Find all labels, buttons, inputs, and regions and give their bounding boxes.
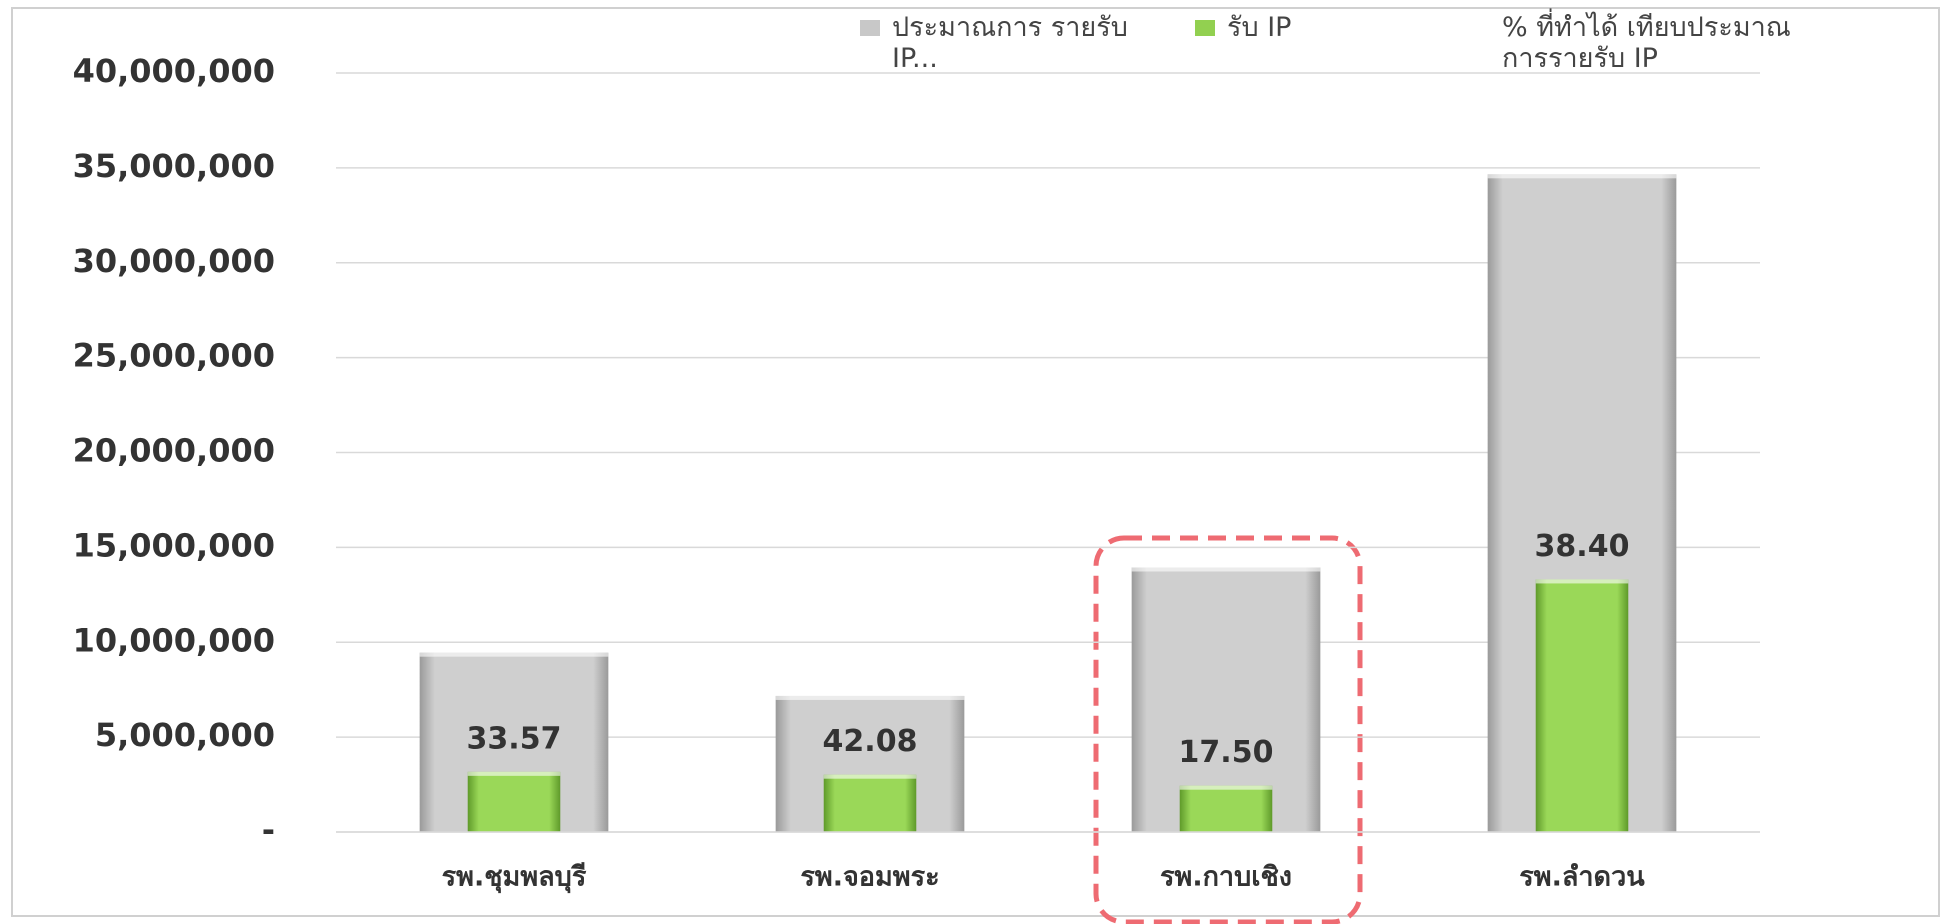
data-label: 38.40: [1535, 529, 1630, 564]
y-tick-label: 15,000,000: [73, 526, 275, 564]
legend-item: รับ IP: [1195, 12, 1517, 43]
bar: [823, 774, 917, 832]
bar-top: [823, 774, 917, 779]
bar: [467, 771, 561, 832]
x-tick-label: รพ.กาบเชิง: [1160, 862, 1292, 893]
x-tick-label: รพ.จอมพระ: [800, 862, 939, 893]
highlight-box: [1093, 535, 1363, 924]
bar-top: [467, 771, 561, 776]
legend-swatch: [860, 20, 880, 36]
y-tick-label: 20,000,000: [73, 432, 275, 470]
legend-swatch: [1195, 20, 1215, 36]
bar-top: [1535, 579, 1629, 584]
bar-top: [1131, 567, 1321, 572]
data-label: 33.57: [467, 721, 562, 756]
legend-item: ประมาณการ รายรับ IP...: [860, 12, 1182, 74]
x-tick-label: รพ.ลำดวน: [1519, 862, 1645, 893]
chart-frame: [11, 7, 1940, 917]
bar: [1179, 785, 1273, 832]
y-tick-label: 40,000,000: [73, 52, 275, 90]
x-tick-label: รพ.ชุมพลบุรี: [442, 862, 587, 894]
legend-label: รับ IP: [1227, 12, 1292, 43]
bar-top: [419, 652, 609, 657]
bar-top: [1487, 174, 1677, 179]
y-tick-label: 30,000,000: [73, 242, 275, 280]
data-label: 17.50: [1179, 735, 1274, 770]
data-label: 42.08: [823, 724, 918, 759]
legend-label: ประมาณการ รายรับ IP...: [892, 12, 1128, 75]
y-tick-label: 5,000,000: [95, 716, 275, 754]
legend-label: % ที่ทำได้ เทียบประมาณการรายรับ IP: [1502, 12, 1791, 75]
y-tick-label: 10,000,000: [73, 621, 275, 659]
bar-top: [1179, 785, 1273, 790]
bar: [1535, 579, 1629, 832]
y-tick-label: 35,000,000: [73, 147, 275, 185]
bar-top: [775, 695, 965, 700]
legend-item: % ที่ทำได้ เทียบประมาณการรายรับ IP: [1470, 12, 1792, 74]
y-tick-label: -: [262, 811, 275, 849]
y-tick-label: 25,000,000: [73, 337, 275, 375]
